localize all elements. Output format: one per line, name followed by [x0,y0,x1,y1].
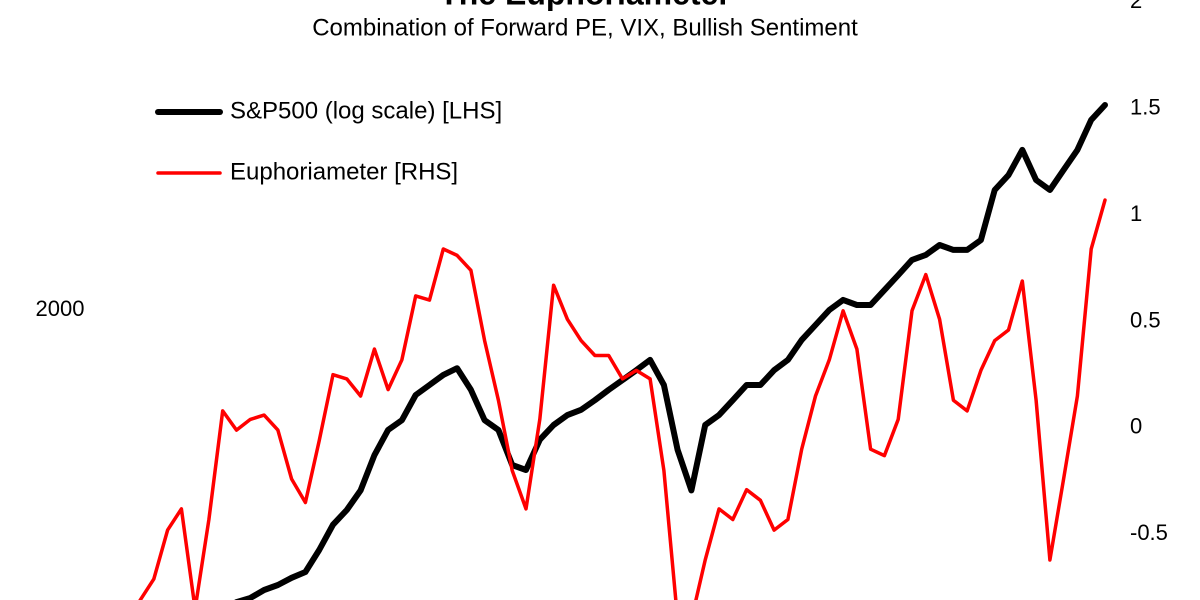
y2-tick-label: 1.5 [1130,94,1161,119]
legend-label: S&P500 (log scale) [LHS] [230,97,502,124]
y2-tick-label: 1 [1130,201,1142,226]
plot-area [138,102,1108,600]
legend-label: Euphoriameter [RHS] [230,158,458,185]
y2-tick-label: -0.5 [1130,520,1168,545]
y2-tick-label: 0.5 [1130,307,1161,332]
series-line [138,198,1107,600]
y2-tick-label: 2 [1130,0,1142,13]
y2-tick-label: 0 [1130,414,1142,439]
series-line [234,102,1108,600]
chart-title: The Euphoriameter [439,0,731,11]
chart-subtitle: Combination of Forward PE, VIX, Bullish … [312,14,858,41]
y-tick-label: 2000 [36,296,85,321]
